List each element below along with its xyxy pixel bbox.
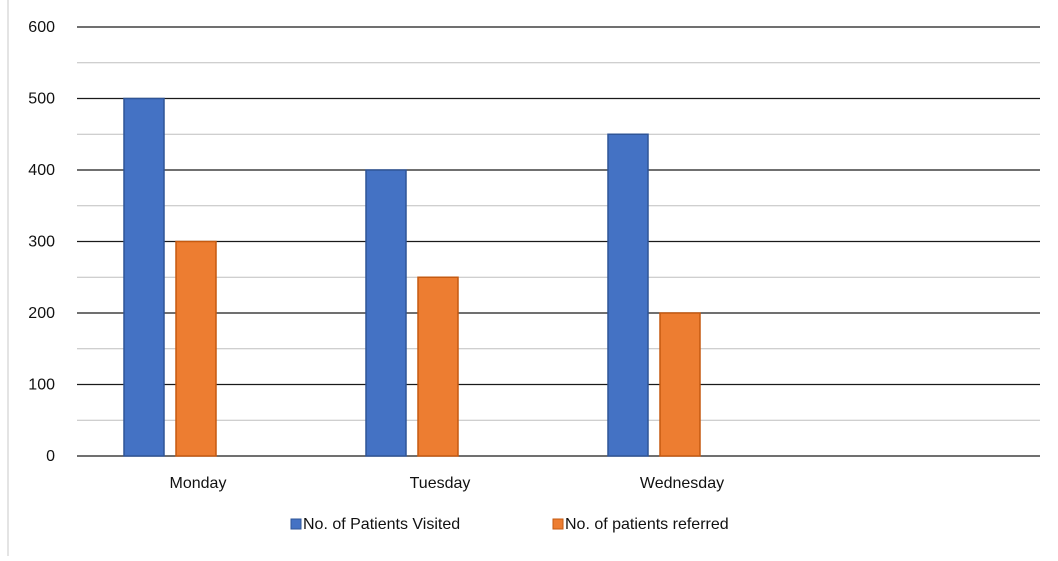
y-tick-label: 100 bbox=[28, 377, 55, 394]
y-tick-label: 0 bbox=[46, 448, 55, 465]
y-tick-label: 600 bbox=[28, 19, 55, 36]
bars bbox=[123, 97, 701, 457]
y-tick-label: 300 bbox=[28, 234, 55, 251]
x-tick-label: Tuesday bbox=[410, 475, 471, 492]
x-tick-label: Wednesday bbox=[640, 475, 724, 492]
bar-referred-wednesday bbox=[659, 312, 701, 457]
y-axis-ticks: 0 100 200 300 400 500 600 bbox=[28, 19, 55, 465]
x-axis-ticks: Monday Tuesday Wednesday bbox=[170, 475, 725, 492]
legend-label: No. of patients referred bbox=[565, 516, 729, 533]
bar-visited-wednesday bbox=[607, 133, 649, 457]
legend-label: No. of Patients Visited bbox=[303, 516, 460, 533]
y-tick-label: 500 bbox=[28, 91, 55, 108]
y-tick-label: 200 bbox=[28, 305, 55, 322]
legend-swatch bbox=[290, 518, 302, 530]
bar-visited-monday bbox=[123, 97, 165, 457]
bar-visited-tuesday bbox=[365, 169, 407, 457]
x-tick-label: Monday bbox=[170, 475, 227, 492]
y-tick-label: 400 bbox=[28, 162, 55, 179]
legend: No. of Patients Visited No. of patients r… bbox=[290, 516, 729, 533]
bar-referred-monday bbox=[175, 240, 217, 457]
legend-swatch bbox=[552, 518, 564, 530]
gridlines bbox=[77, 26, 1040, 457]
bar-referred-tuesday bbox=[417, 276, 459, 457]
